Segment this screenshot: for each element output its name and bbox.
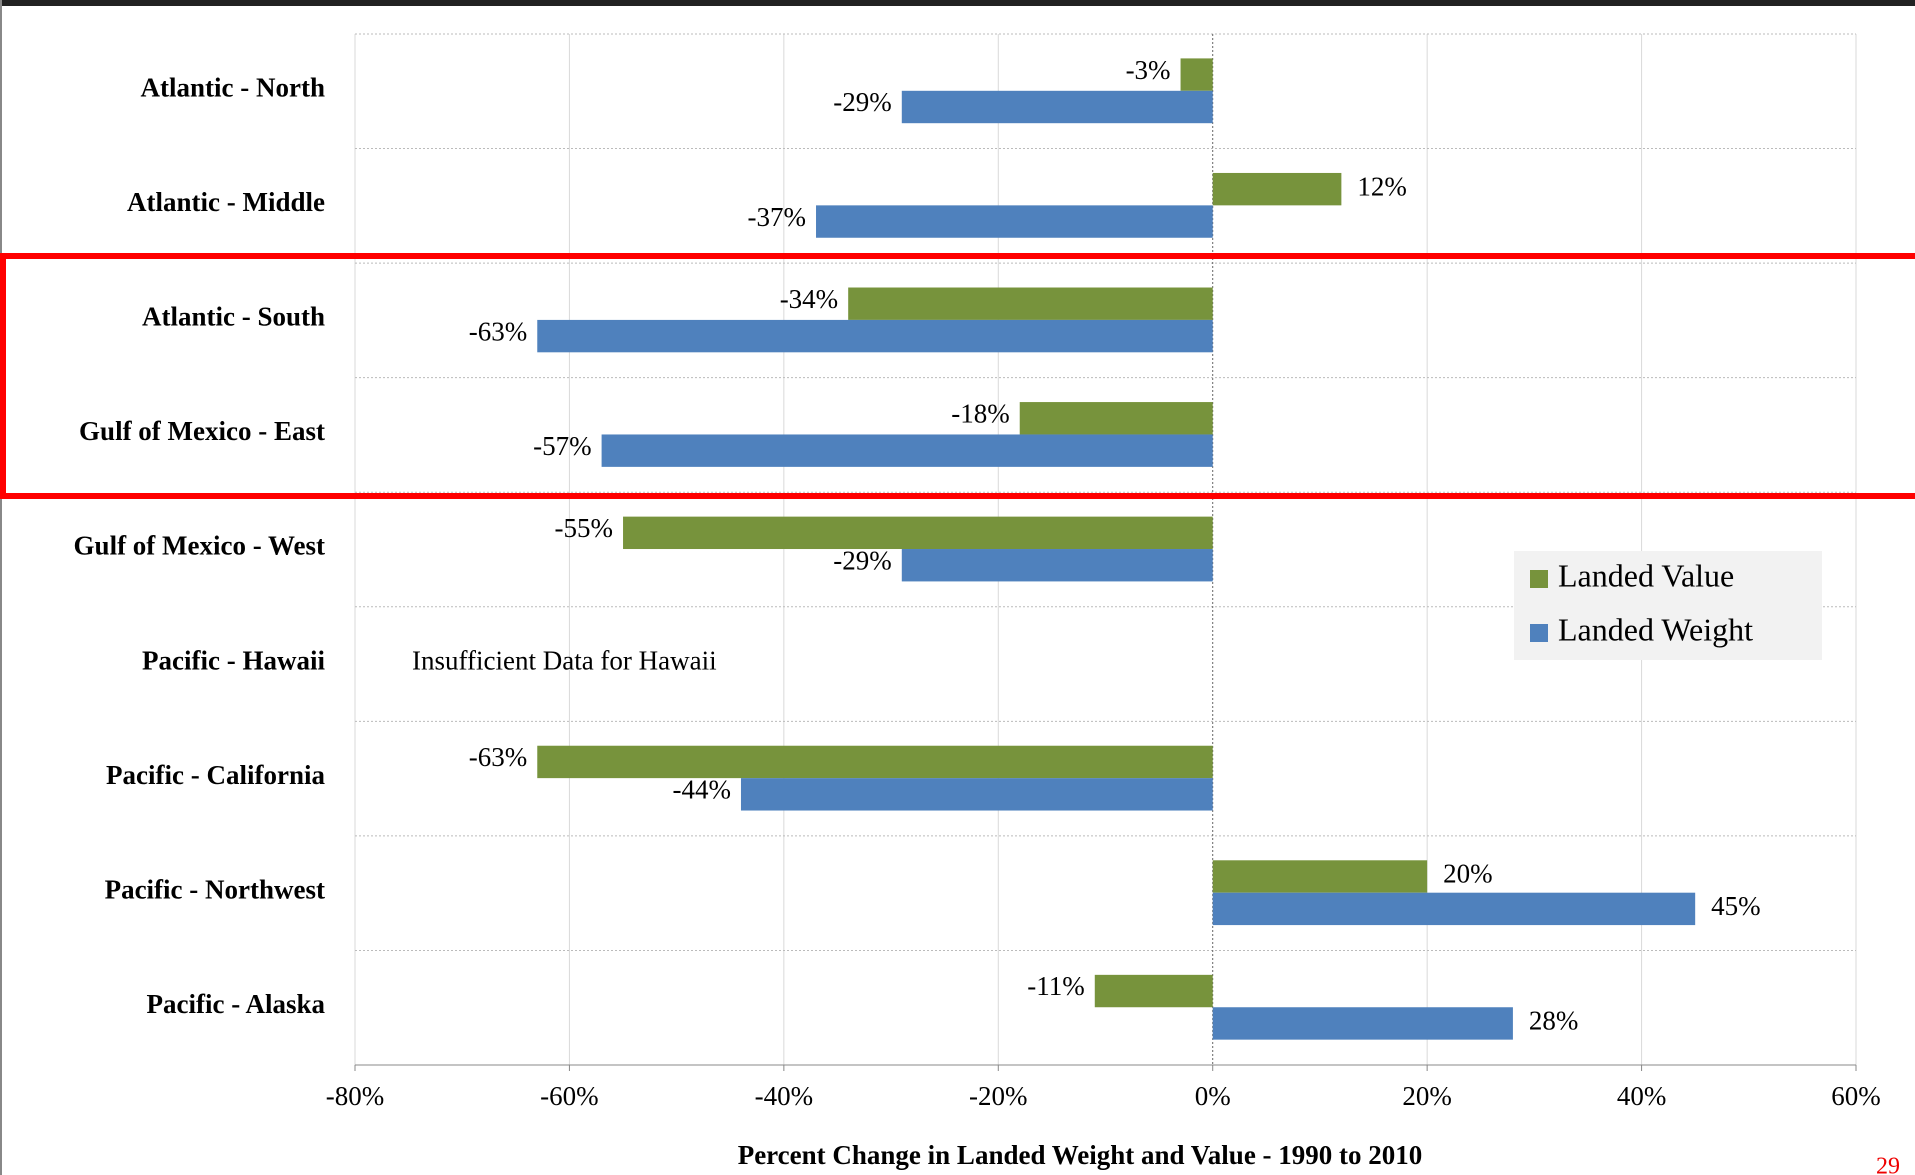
- value-label: -29%: [833, 545, 891, 575]
- legend-swatch: [1530, 570, 1548, 588]
- x-tick-label: -80%: [326, 1081, 384, 1111]
- x-tick-label: 40%: [1617, 1081, 1667, 1111]
- category-label: Pacific - Hawaii: [142, 645, 325, 675]
- value-label: 45%: [1711, 891, 1761, 921]
- bar: [1212, 172, 1342, 206]
- bar: [1019, 402, 1213, 435]
- value-label: -63%: [469, 742, 527, 772]
- bar: [537, 319, 1213, 353]
- bar: [1180, 58, 1213, 91]
- top-border: [0, 0, 1915, 6]
- value-label: -18%: [951, 398, 1009, 428]
- annotation: Insufficient Data for Hawaii: [412, 645, 717, 675]
- category-label: Atlantic - South: [142, 302, 325, 332]
- bar: [623, 516, 1213, 550]
- value-label: -55%: [555, 513, 613, 543]
- legend-swatch: [1530, 624, 1548, 642]
- value-label: -37%: [748, 202, 806, 232]
- category-label: Pacific - California: [106, 760, 325, 790]
- value-label: -3%: [1126, 55, 1171, 85]
- x-tick-label: 0%: [1195, 1081, 1231, 1111]
- bar: [601, 434, 1213, 467]
- value-label: -11%: [1027, 971, 1084, 1001]
- bar: [1212, 860, 1428, 893]
- bar: [1212, 1007, 1513, 1040]
- highlight-box: [0, 253, 1915, 499]
- x-tick-label: 20%: [1402, 1081, 1452, 1111]
- value-label: 28%: [1529, 1006, 1579, 1036]
- bar: [740, 778, 1213, 811]
- category-label: Atlantic - North: [141, 72, 325, 102]
- bar: [901, 549, 1213, 582]
- page-number: 29: [1876, 1154, 1900, 1175]
- category-label: Gulf of Mexico - East: [79, 416, 325, 446]
- legend-label: Landed Value: [1558, 557, 1734, 593]
- value-label: -57%: [533, 431, 591, 461]
- value-label: -44%: [672, 775, 730, 805]
- value-label: -34%: [780, 284, 838, 314]
- bar: [848, 287, 1213, 320]
- left-border: [0, 0, 2, 1175]
- x-tick-label: -20%: [969, 1081, 1027, 1111]
- bar: [901, 90, 1213, 124]
- x-tick-label: -60%: [540, 1081, 598, 1111]
- bar: [816, 205, 1213, 238]
- x-tick-label: 60%: [1831, 1081, 1881, 1111]
- category-label: Pacific - Northwest: [105, 874, 325, 904]
- bar: [1212, 892, 1696, 926]
- category-label: Atlantic - Middle: [127, 187, 325, 217]
- value-label: 12%: [1357, 171, 1407, 201]
- value-label: 20%: [1443, 859, 1493, 889]
- x-axis-title: Percent Change in Landed Weight and Valu…: [738, 1140, 1423, 1170]
- x-tick-label: -40%: [755, 1081, 813, 1111]
- category-label: Gulf of Mexico - West: [74, 531, 325, 561]
- bar: [1094, 974, 1213, 1008]
- legend-label: Landed Weight: [1558, 611, 1753, 647]
- legend-box: [1514, 551, 1822, 660]
- value-label: -29%: [833, 87, 891, 117]
- bar: [537, 745, 1213, 779]
- category-label: Pacific - Alaska: [147, 989, 326, 1019]
- value-label: -63%: [469, 316, 527, 346]
